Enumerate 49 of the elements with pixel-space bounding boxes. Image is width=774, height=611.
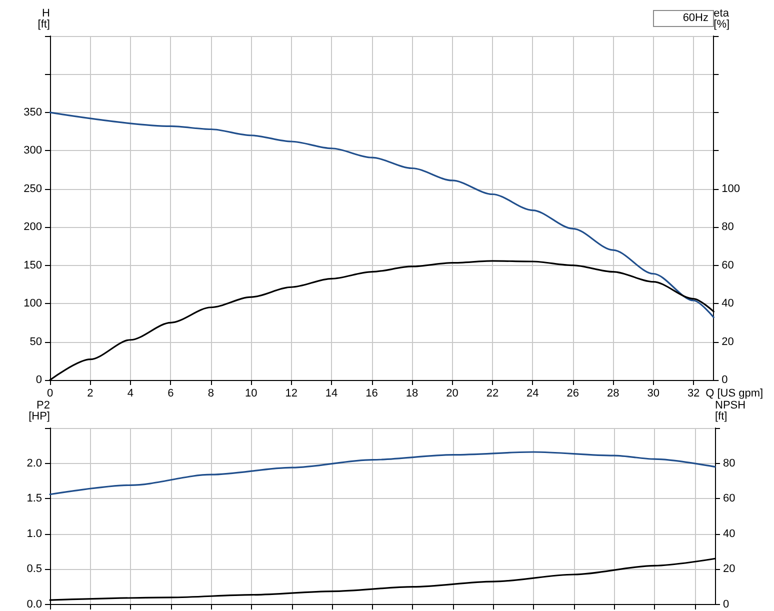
y2-tick-label: 100 [722,182,740,195]
y2-axis-title: eta [%] [714,8,730,30]
x-tick-label: 12 [285,388,298,400]
x-tick-label: 22 [486,388,499,400]
y-tick-label: 350 [24,106,42,118]
y2-tick-label: 20 [723,563,736,576]
y-tick-label: 300 [24,144,42,157]
x-tick-label: 18 [406,388,418,400]
x-tick-label: 0 [46,388,54,400]
text: 60Hz [682,12,708,24]
y-tick-label: 0.0 [26,598,42,610]
line-series [49,451,716,496]
x-tick-label: 14 [325,388,338,400]
x-tick-label: 28 [606,388,620,400]
y-tick-label: 1.5 [26,492,42,505]
y2-tick-label: 0 [722,374,728,386]
x-tick-label: 26 [566,388,580,400]
y-tick-label: 250 [24,182,42,195]
x-tick-label: 2 [87,388,94,400]
x-tick-label: 32 [687,388,700,400]
y-axis-title: P2 [HP] [28,400,50,422]
y2-tick-label: 20 [722,336,734,348]
y2-axis-title: NPSH [ft] [715,400,746,422]
y-axis-title: H [ft] [38,8,50,30]
y2-tick-label: 40 [723,528,736,540]
x-tick-label: 16 [366,388,378,400]
y2-tick-label: 60 [723,492,736,505]
y2-tick-label: 80 [723,457,736,470]
y-tick-label: 0 [36,374,42,386]
line-series [49,112,714,318]
y-tick-label: 100 [24,298,42,310]
y2-tick-label: 0 [723,598,730,610]
x-tick-label: 24 [526,388,539,400]
y-tick-label: 200 [24,221,42,234]
y-tick-label: 50 [30,336,42,348]
x-tick-label: 6 [168,388,174,400]
y2-tick-label: 60 [722,259,734,272]
y2-tick-label: 40 [722,298,734,310]
x-tick-label: 10 [244,388,258,400]
y-tick-label: 0.5 [26,563,42,576]
x-tick-label: 8 [208,388,214,400]
y-tick-label: 150 [24,259,42,272]
y2-tick-label: 80 [722,221,734,234]
x-tick-label: 30 [647,388,660,400]
x-axis-title: Q [US gpm] [706,388,764,400]
y-tick-label: 1.0 [26,528,42,540]
x-tick-label: 20 [446,388,458,400]
y-tick-label: 2.0 [26,457,42,470]
x-tick-label: 4 [127,388,134,400]
